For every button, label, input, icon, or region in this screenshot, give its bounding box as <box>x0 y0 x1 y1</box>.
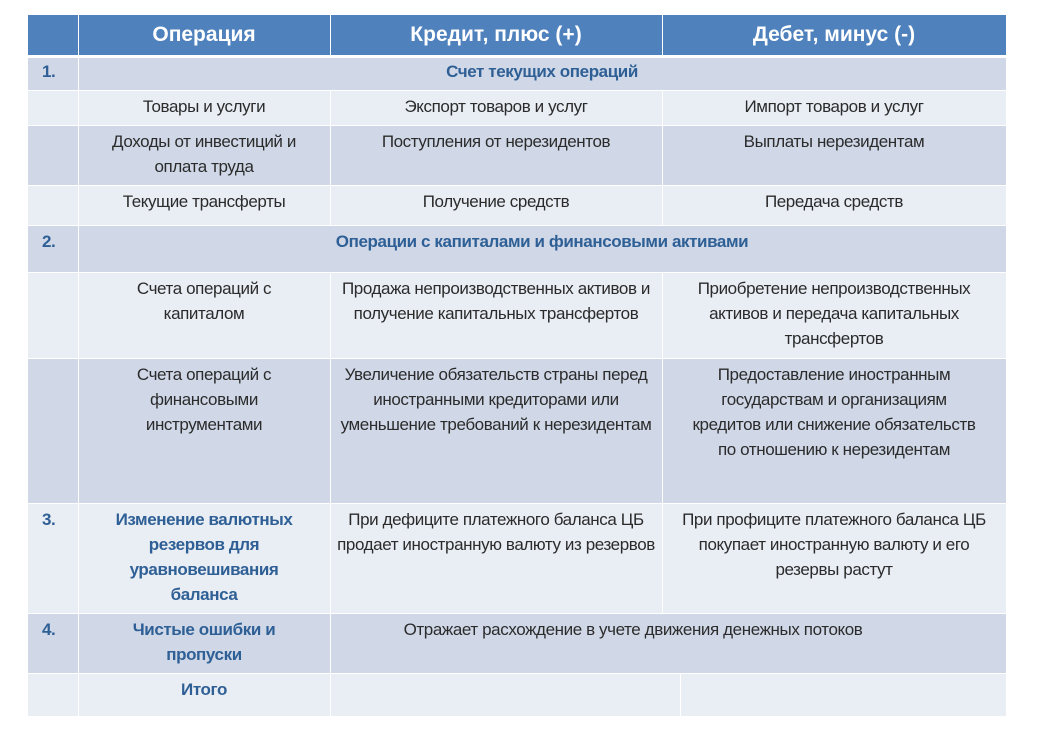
debit-cell: Приобретение непроизводственных активов … <box>662 272 1006 358</box>
credit-cell: Продажа непроизводственных активов и пол… <box>330 272 662 358</box>
credit-cell: Получение средств <box>330 185 662 225</box>
row-number: 2. <box>28 225 78 272</box>
debit-cell: Выплаты нерезидентам <box>662 125 1006 185</box>
row-divider <box>28 503 1006 504</box>
row-divider <box>28 673 1006 674</box>
row-divider <box>28 225 1006 226</box>
column-divider <box>330 272 331 716</box>
row-divider <box>28 358 1006 359</box>
operation-cell: Счета операций с финансовыми инструмента… <box>78 358 330 503</box>
row-number <box>28 358 78 503</box>
row-divider <box>28 272 1006 273</box>
row-divider <box>28 125 1006 126</box>
row-number: 3. <box>28 503 78 613</box>
operation-cell: Изменение валютных резервов для уравнове… <box>78 503 330 613</box>
header-debit: Дебет, минус (-) <box>662 15 1006 55</box>
row-number <box>28 185 78 225</box>
column-divider <box>330 15 331 55</box>
merged-cell: Отражает расхождение в учете движения де… <box>330 613 1006 673</box>
column-divider <box>662 15 663 55</box>
section-title: Операции с капиталами и финансовыми акти… <box>78 225 1006 272</box>
row-number <box>28 125 78 185</box>
section-title: Счет текущих операций <box>78 55 1006 90</box>
header-credit: Кредит, плюс (+) <box>330 15 662 55</box>
debit-cell: Импорт товаров и услуг <box>662 90 1006 125</box>
credit-cell: Экспорт товаров и услуг <box>330 90 662 125</box>
credit-cell: Увеличение обязательств страны перед ино… <box>330 358 662 503</box>
column-divider <box>662 272 663 613</box>
operation-cell: Чистые ошибки и пропуски <box>78 613 330 673</box>
row-divider <box>28 90 1006 91</box>
row-divider <box>28 613 1006 614</box>
row-number <box>28 272 78 358</box>
row-divider <box>28 185 1006 186</box>
debit-cell: Предоставление иностранным государствам … <box>662 358 1006 503</box>
debit-cell: Передача средств <box>662 185 1006 225</box>
total-label: Итого <box>78 673 330 716</box>
operation-cell: Счета операций с капиталом <box>78 272 330 358</box>
header-divider <box>28 55 1006 58</box>
row-number: 1. <box>28 55 78 90</box>
total-credit-cell <box>330 673 680 716</box>
debit-cell: При профиците платежного баланса ЦБ поку… <box>662 503 1006 613</box>
row-number: 4. <box>28 613 78 673</box>
column-divider <box>680 673 681 716</box>
operation-cell: Доходы от инвестиций и оплата труда <box>78 125 330 185</box>
header-num <box>28 15 78 55</box>
credit-cell: При дефиците платежного баланса ЦБ прода… <box>330 503 662 613</box>
column-divider <box>330 90 331 225</box>
column-divider <box>78 15 79 716</box>
operation-cell: Текущие трансферты <box>78 185 330 225</box>
credit-cell: Поступления от нерезидентов <box>330 125 662 185</box>
row-number <box>28 90 78 125</box>
row-number <box>28 673 78 716</box>
operation-cell: Товары и услуги <box>78 90 330 125</box>
total-debit-cell <box>680 673 1006 716</box>
column-divider <box>662 90 663 225</box>
header-operation: Операция <box>78 15 330 55</box>
